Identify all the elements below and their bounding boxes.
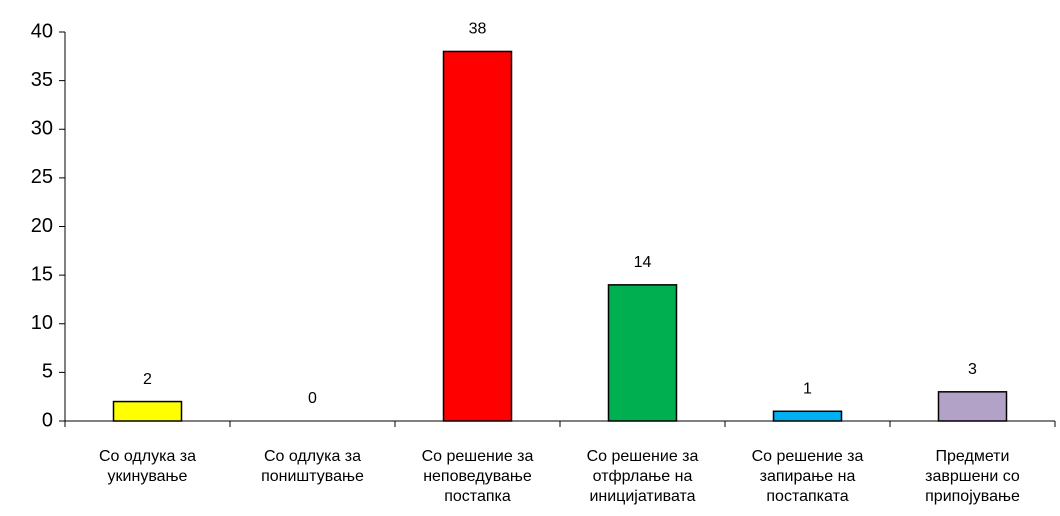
y-tick-label: 10	[31, 312, 53, 334]
bar	[772, 410, 843, 422]
x-tick-label: Со решение за неповедување постапка	[421, 448, 534, 505]
bar	[937, 391, 1008, 422]
bar	[607, 284, 678, 422]
y-tick-label: 20	[31, 215, 53, 237]
y-tick-label: 30	[31, 118, 53, 140]
bar	[442, 50, 513, 422]
y-tick-label: 5	[42, 361, 53, 383]
x-tick-label: Со решение за отфрлање на иницијативата	[586, 448, 699, 505]
y-tick-label: 40	[31, 20, 53, 42]
x-tick-label: Со одлука за поништување	[261, 448, 364, 485]
x-tick-label: Со решение за запирање на постапката	[751, 448, 864, 505]
value-label: 1	[803, 380, 812, 397]
x-tick-label: Со одлука за укинување	[98, 448, 197, 485]
y-tick-label: 35	[31, 69, 53, 91]
bar	[112, 400, 183, 422]
value-label: 2	[143, 371, 152, 388]
y-tick-label: 0	[42, 409, 53, 431]
y-tick-label: 15	[31, 263, 53, 285]
value-label: 14	[634, 254, 652, 271]
value-label: 0	[308, 390, 317, 407]
value-label: 38	[469, 21, 487, 38]
x-tick-label: Предмети завршени со припојување	[925, 448, 1020, 505]
value-label: 3	[968, 361, 977, 378]
y-tick-label: 25	[31, 166, 53, 188]
